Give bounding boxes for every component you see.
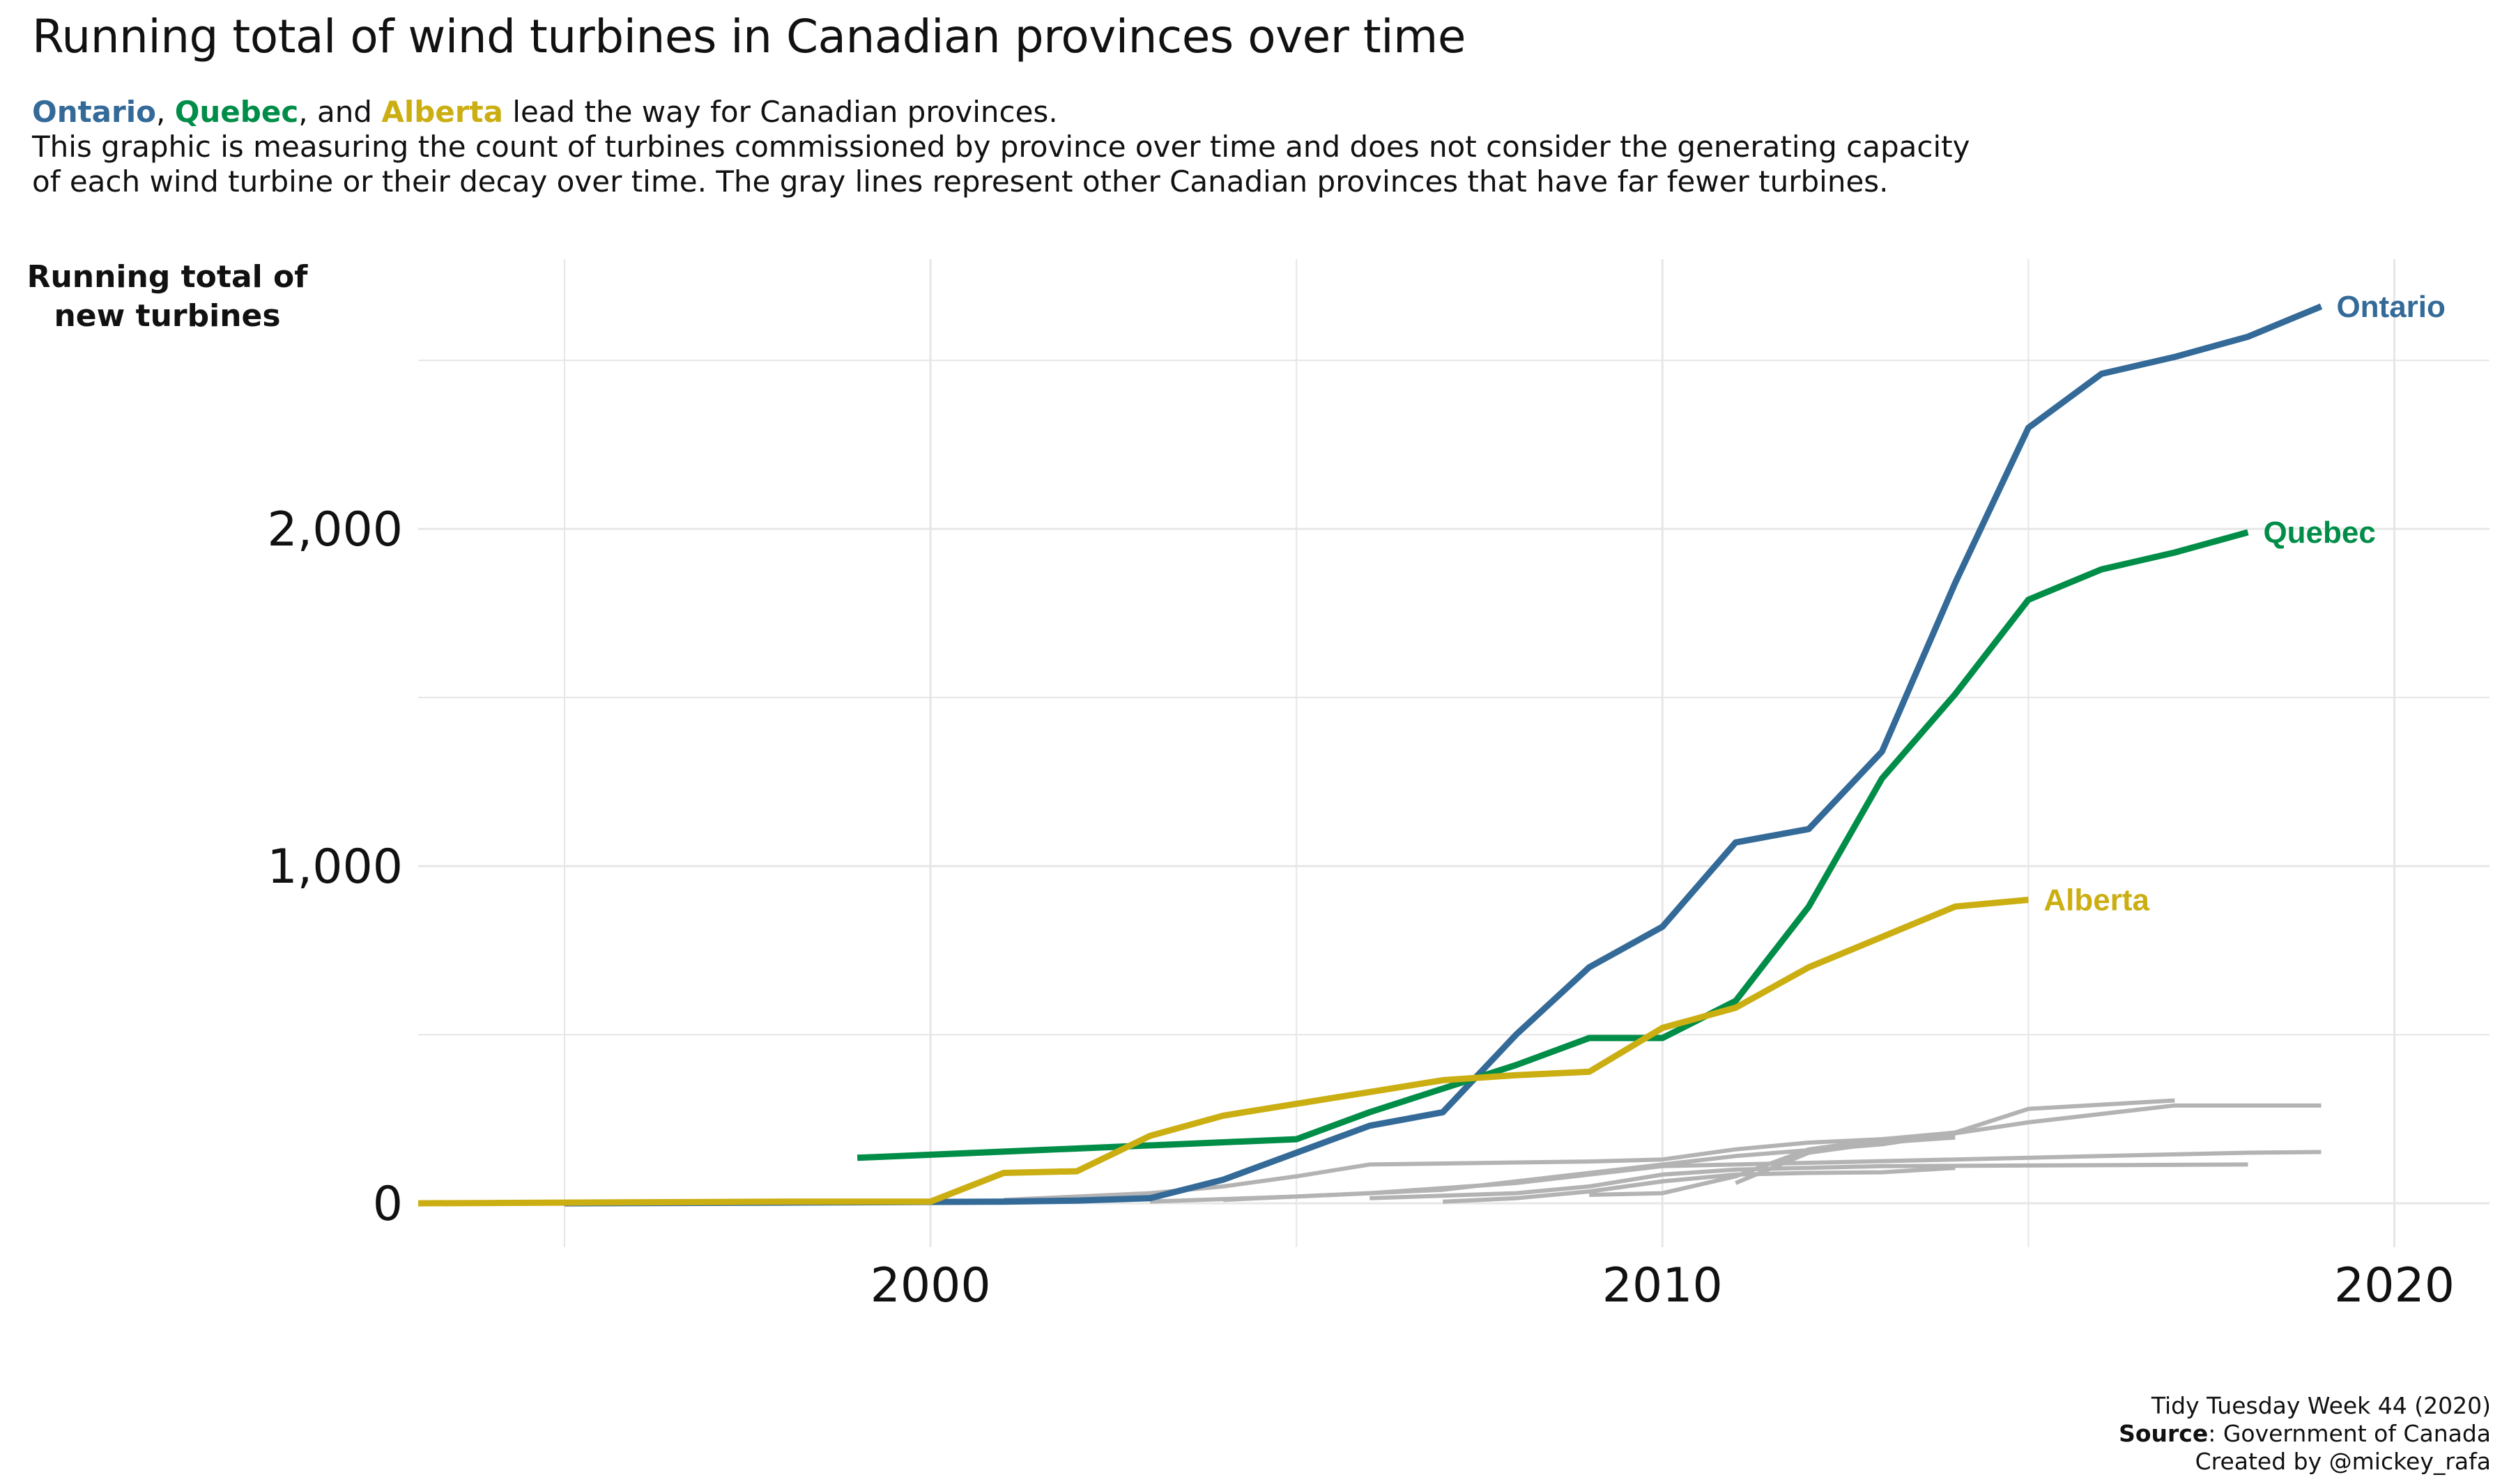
subtitle-line-3: of each wind turbine or their decay over…: [32, 164, 1889, 199]
chart-title: Running total of wind turbines in Canadi…: [32, 10, 1466, 63]
series-line-other-7: [1443, 1166, 1956, 1204]
subtitle-quebec: Quebec: [174, 95, 299, 129]
series-line-other-8: [1589, 1131, 1956, 1197]
series-line-alberta: [417, 897, 2029, 1207]
caption-line-1: Tidy Tuesday Week 44 (2020): [2151, 1392, 2491, 1419]
subtitle-ontario: Ontario: [32, 95, 156, 129]
other-province-lines: [1003, 1098, 2322, 1204]
series-line-ontario: [564, 303, 2323, 1207]
chart-caption: Tidy Tuesday Week 44 (2020) Source: Gove…: [2119, 1392, 2491, 1476]
subtitle-line-1: Ontario, Quebec, and Alberta lead the wa…: [32, 95, 1970, 130]
x-tick-label: 2010: [1602, 1258, 1723, 1313]
highlighted-province-lines: [417, 303, 2323, 1207]
series-end-labels: Ontario Quebec Alberta: [2043, 290, 2446, 918]
y-tick-label: 1,000: [267, 840, 403, 895]
caption-source: Source: Government of Canada: [2119, 1420, 2491, 1448]
y-axis-label-line-1: Running total of: [26, 259, 308, 295]
y-tick-label: 0: [373, 1177, 403, 1232]
series-end-label-ontario: Ontario: [2336, 290, 2445, 324]
x-tick-label: 2000: [870, 1258, 991, 1313]
subtitle-line-2: This graphic is measuring the count of t…: [32, 130, 1970, 164]
subtitle-rest: lead the way for Canadian provinces.: [502, 95, 1058, 129]
y-axis-label-line-2: new turbines: [54, 298, 281, 334]
y-tick-label: 2,000: [267, 502, 403, 557]
subtitle-sep-2: , and: [298, 95, 382, 129]
series-line-quebec: [857, 529, 2249, 1161]
x-tick-label: 2020: [2334, 1258, 2455, 1313]
subtitle-sep-1: ,: [156, 95, 175, 129]
caption-source-text: : Government of Canada: [2208, 1420, 2491, 1447]
series-end-label-alberta: Alberta: [2043, 883, 2149, 918]
series-line-other-5: [1223, 1150, 2322, 1203]
minor-gridlines: [418, 259, 2489, 1247]
series-end-label-quebec: Quebec: [2263, 516, 2375, 550]
x-axis-tick-labels: 2000 2010 2020: [870, 1258, 2455, 1313]
y-axis-label: Running total of new turbines: [14, 258, 321, 336]
series-line-other-6: [1369, 1162, 2248, 1200]
series-line-other-9: [1735, 1135, 1956, 1185]
caption-source-label: Source: [2119, 1420, 2209, 1447]
subtitle-alberta: Alberta: [381, 95, 503, 129]
chart-subtitle: Ontario, Quebec, and Alberta lead the wa…: [32, 95, 1970, 199]
y-axis-tick-labels: 0 1,000 2,000: [267, 502, 403, 1232]
caption-line-3: Created by @mickey_rafa: [2195, 1448, 2491, 1475]
